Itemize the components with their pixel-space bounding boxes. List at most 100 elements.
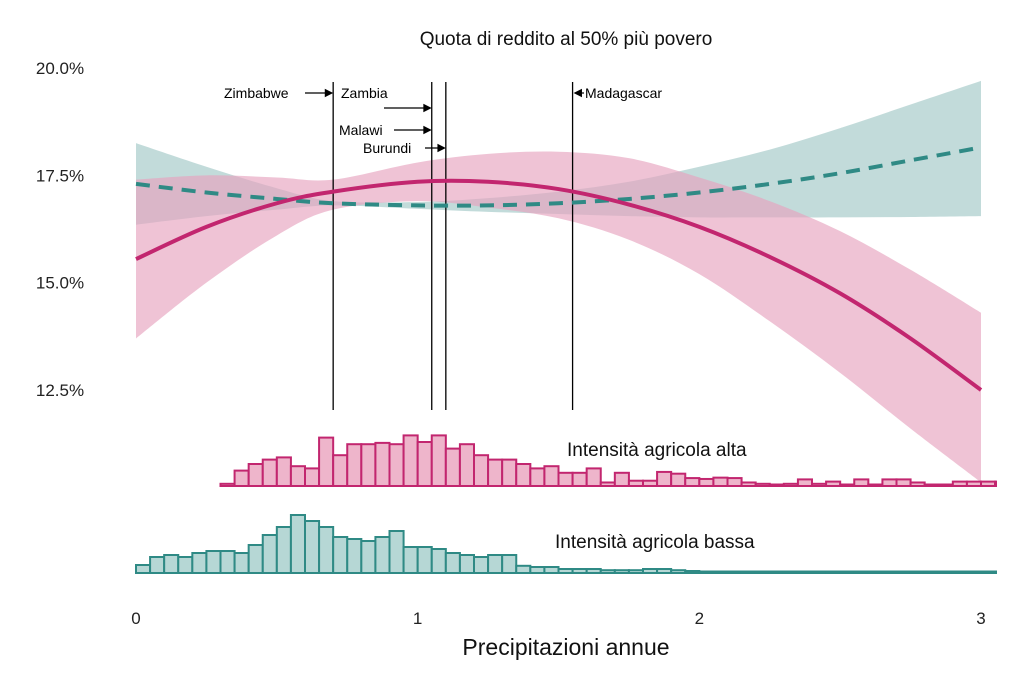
histogram-bar xyxy=(811,482,828,487)
histogram-bar xyxy=(712,570,729,574)
histogram-bar xyxy=(881,478,898,487)
annotation-burundi: Burundi xyxy=(363,140,411,156)
histogram-bar xyxy=(642,479,659,488)
histogram-bar xyxy=(867,483,884,487)
histogram-bar xyxy=(374,441,391,488)
histogram-bar xyxy=(318,526,335,574)
histogram-bar xyxy=(937,483,954,487)
histogram-bar xyxy=(149,556,166,574)
histogram-bar xyxy=(796,478,814,487)
histogram-bar xyxy=(599,481,616,488)
histogram-bar xyxy=(782,482,799,487)
histogram-bar xyxy=(754,482,771,487)
histogram-bar xyxy=(684,570,701,574)
histogram-bar xyxy=(332,454,349,488)
histogram-bar xyxy=(219,550,236,574)
histogram-bar xyxy=(487,458,504,488)
x-axis-ticks: 0 1 2 3 xyxy=(131,609,985,628)
histogram-bar xyxy=(980,570,997,574)
histogram-bar xyxy=(796,570,814,574)
annotation-zambia: Zambia xyxy=(341,85,388,101)
y-tick-label: 12.5% xyxy=(36,381,84,400)
histogram-bar xyxy=(895,478,912,487)
histogram-bar xyxy=(951,480,968,488)
histogram-bar xyxy=(458,443,475,488)
annotation-zimbabwe: Zimbabwe xyxy=(224,85,289,101)
histogram-bar xyxy=(585,568,602,574)
histogram-bar xyxy=(430,434,447,487)
histogram-bar xyxy=(205,550,222,574)
y-axis-ticks: 20.0% 17.5% 15.0% 12.5% xyxy=(36,59,84,400)
histogram-bar xyxy=(332,536,349,574)
histogram-bar xyxy=(261,458,278,488)
confidence-band-high xyxy=(136,151,981,483)
histogram-high xyxy=(219,434,997,488)
arrow-head xyxy=(423,103,432,113)
histogram-bar xyxy=(909,481,926,488)
histogram-bar xyxy=(853,570,870,574)
histogram-bar xyxy=(529,467,546,487)
x-tick-label: 0 xyxy=(131,609,140,628)
histogram-bar xyxy=(740,481,757,488)
histogram-bar xyxy=(177,556,194,574)
histogram-bar xyxy=(416,441,433,487)
histogram-bar xyxy=(444,447,461,488)
histogram-bar xyxy=(501,458,518,488)
y-tick-label: 20.0% xyxy=(36,59,84,78)
histogram-bar xyxy=(698,570,715,574)
histogram-bar xyxy=(275,526,292,574)
histogram-bar xyxy=(895,570,912,574)
fit-line-high xyxy=(135,178,983,392)
histogram-bar xyxy=(881,570,898,574)
histogram-bar xyxy=(740,570,757,574)
histogram-bar xyxy=(247,544,264,574)
histogram-bar xyxy=(980,480,997,488)
histogram-bar xyxy=(289,514,306,574)
histogram-bar xyxy=(529,566,546,574)
histogram-bar xyxy=(825,570,842,574)
histogram-bar xyxy=(937,570,954,574)
histogram-bar xyxy=(275,456,292,487)
histogram-labels: Intensità agricola alta Intensità agricol… xyxy=(555,440,755,553)
histogram-bar xyxy=(951,570,968,574)
histogram-bar xyxy=(388,443,405,488)
y-tick-label: 15.0% xyxy=(36,274,84,293)
histogram-bar xyxy=(923,570,940,574)
histogram-bar xyxy=(318,436,335,488)
annotation-malawi: Malawi xyxy=(339,122,383,138)
histogram-bar xyxy=(853,478,870,487)
histogram-bar xyxy=(557,568,574,574)
x-tick-label: 3 xyxy=(976,609,985,628)
histogram-bar xyxy=(627,479,645,488)
histogram-bar xyxy=(825,480,842,488)
histogram-bar xyxy=(726,570,743,574)
histogram-bar xyxy=(360,540,377,574)
histogram-bar xyxy=(726,477,743,487)
confidence-band-low xyxy=(136,80,981,225)
histogram-bar xyxy=(501,554,518,574)
histogram-bar xyxy=(430,548,447,574)
histogram-bar xyxy=(642,568,659,574)
histogram-bar xyxy=(473,556,490,574)
histogram-bar xyxy=(346,538,363,574)
histogram-bar xyxy=(571,471,588,487)
histograms xyxy=(135,434,997,575)
histogram-bar xyxy=(444,552,461,574)
x-axis-label: Precipitazioni annue xyxy=(462,634,669,660)
histogram-bar xyxy=(515,564,532,574)
histogram-label-low: Intensità agricola bassa xyxy=(555,532,755,553)
histogram-bar xyxy=(219,482,236,487)
histogram-bar xyxy=(627,569,645,575)
chart-title: Quota di reddito al 50% più povero xyxy=(420,29,713,50)
histogram-bar xyxy=(768,570,785,574)
histogram-bar xyxy=(543,465,560,488)
histogram-bar xyxy=(163,554,180,574)
histogram-bar xyxy=(839,570,856,574)
histogram-bar xyxy=(754,570,771,574)
histogram-bar xyxy=(388,530,405,574)
arrow-head xyxy=(573,88,582,98)
histogram-bar xyxy=(599,569,616,575)
histogram-bar xyxy=(360,443,377,488)
y-tick-label: 17.5% xyxy=(36,166,84,185)
